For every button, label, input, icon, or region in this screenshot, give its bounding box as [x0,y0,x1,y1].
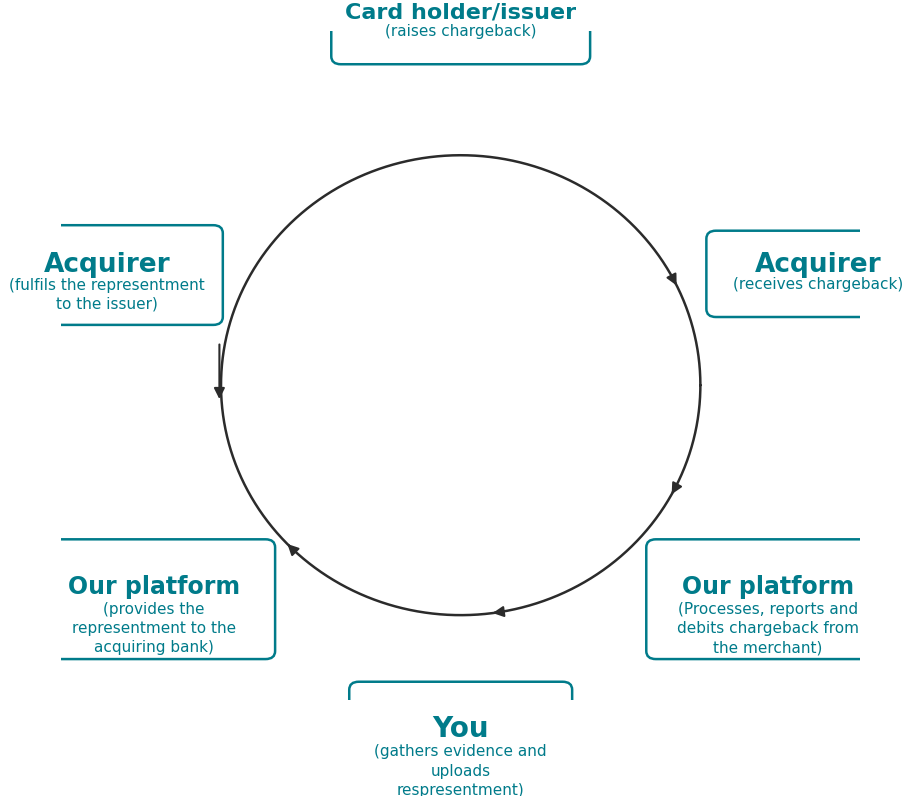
FancyBboxPatch shape [706,231,911,317]
FancyBboxPatch shape [0,225,222,325]
Text: Our platform: Our platform [67,575,240,599]
FancyBboxPatch shape [32,540,275,659]
Text: (raises chargeback): (raises chargeback) [384,25,536,39]
Text: Our platform: Our platform [681,575,853,599]
FancyBboxPatch shape [646,540,888,659]
Text: (provides the
representment to the
acquiring bank): (provides the representment to the acqui… [72,602,235,655]
Text: Card holder/issuer: Card holder/issuer [344,2,576,22]
FancyBboxPatch shape [349,681,571,796]
Text: (Processes, reports and
debits chargeback from
the merchant): (Processes, reports and debits chargebac… [676,602,858,655]
Text: You: You [432,715,488,743]
FancyBboxPatch shape [331,0,589,64]
Text: Acquirer: Acquirer [44,252,170,278]
Text: (gathers evidence and
uploads
respresentment): (gathers evidence and uploads respresent… [374,744,547,796]
Text: (fulfils the representment
to the issuer): (fulfils the representment to the issuer… [9,278,205,312]
Text: Acquirer: Acquirer [753,252,880,279]
Text: (receives chargeback): (receives chargeback) [732,277,902,292]
